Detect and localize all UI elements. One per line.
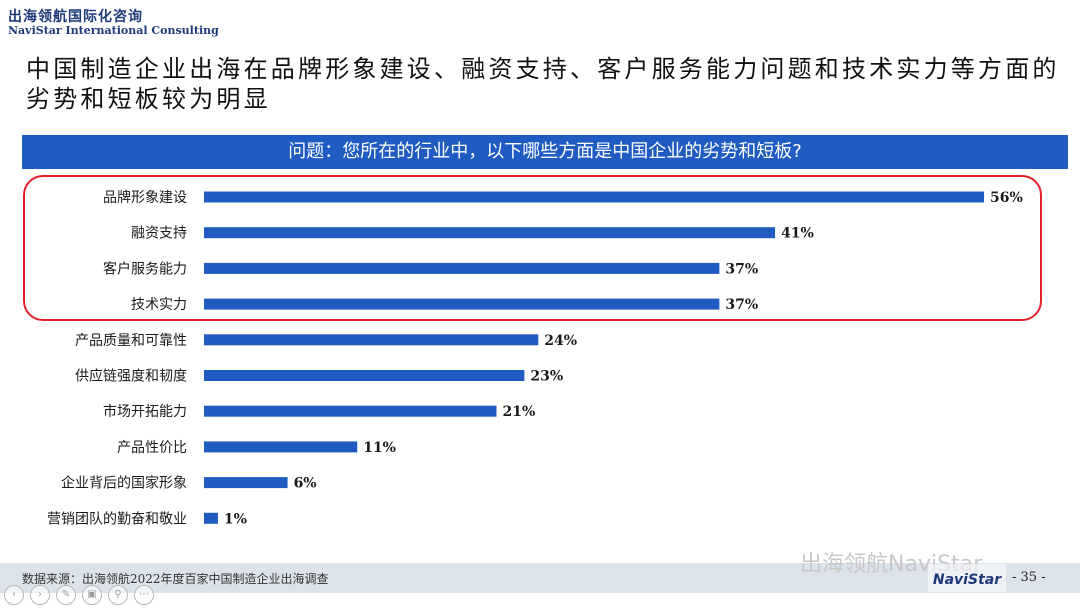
category-label: 产品性价比 — [117, 440, 187, 456]
bar — [204, 298, 720, 310]
bar — [204, 262, 720, 274]
category-label: 供应链强度和韧度 — [75, 368, 187, 385]
zoom-icon[interactable]: ⚲ — [108, 585, 128, 605]
slides-icon[interactable]: ▣ — [82, 585, 102, 605]
data-label: 11% — [363, 440, 396, 456]
category-label: 市场开拓能力 — [103, 403, 187, 420]
bar — [204, 477, 288, 489]
brand-name-cn: 出海领航国际化咨询 — [8, 9, 143, 25]
navistar-logo: NaviStar — [928, 564, 1006, 592]
data-label: 1% — [224, 511, 247, 527]
prev-icon[interactable]: ‹ — [4, 585, 24, 605]
data-label: 6% — [294, 476, 317, 492]
next-icon[interactable]: › — [30, 585, 50, 605]
category-label: 技术实力 — [131, 297, 187, 313]
bar — [204, 334, 539, 346]
question-banner: 问题：您所在的行业中，以下哪些方面是中国企业的劣势和短板? — [22, 135, 1068, 169]
data-label: 23% — [530, 369, 563, 385]
slide-headline: 中国制造企业出海在品牌形象建设、融资支持、客户服务能力问题和技术实力等方面的劣势… — [26, 55, 1060, 113]
more-icon[interactable]: ⋯ — [134, 585, 154, 605]
category-label: 产品质量和可靠性 — [75, 333, 187, 349]
bar — [204, 227, 776, 239]
data-label: 21% — [503, 404, 536, 420]
bar — [204, 191, 984, 203]
category-label: 客户服务能力 — [103, 260, 187, 277]
bar-chart: 品牌形象建设 56% 融资支持 41% 客户服务能力 37% 技术实力 37% 产品质量和可靠性… — [47, 189, 1023, 527]
slide-nav-controls: ‹ › ✎ ▣ ⚲ ⋯ — [4, 582, 160, 605]
svg-text:NaviStar: NaviStar — [933, 572, 1002, 588]
data-label: 37% — [725, 261, 758, 277]
bar — [204, 441, 358, 453]
category-label: 融资支持 — [131, 226, 187, 242]
bar — [204, 370, 525, 381]
category-label: 品牌形象建设 — [103, 189, 187, 206]
highlight-box — [23, 175, 1042, 321]
bar — [204, 405, 497, 417]
bar — [204, 512, 218, 524]
footer-bar — [0, 563, 1080, 593]
category-label: 营销团队的勤奋和敬业 — [47, 511, 187, 527]
page-number: - 35 - — [1012, 570, 1046, 585]
pen-icon[interactable]: ✎ — [56, 585, 76, 605]
data-label: 24% — [544, 333, 577, 349]
data-label: 37% — [725, 297, 758, 313]
category-label: 企业背后的国家形象 — [61, 475, 187, 492]
data-label: 41% — [781, 226, 814, 242]
brand-name-en: NaviStar International Consulting — [8, 24, 219, 37]
data-source: 数据来源：出海领航2022年度百家中国制造企业出海调查 — [22, 572, 329, 586]
data-label: 56% — [990, 190, 1023, 206]
